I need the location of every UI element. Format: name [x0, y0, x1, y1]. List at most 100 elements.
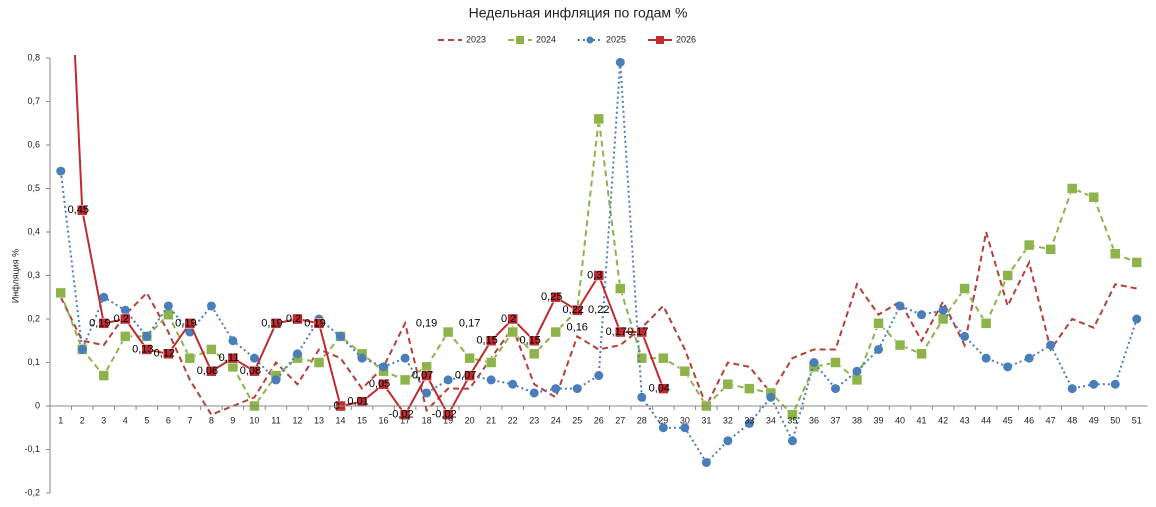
point — [206, 301, 216, 311]
point — [723, 436, 733, 446]
point — [894, 339, 906, 351]
point — [637, 392, 647, 402]
point — [163, 348, 174, 360]
y-tick-label: 0,4 — [27, 226, 40, 236]
x-tick-label: 12 — [292, 415, 302, 425]
x-tick-label: 30 — [680, 415, 690, 425]
data-label: 0,01 — [347, 396, 368, 408]
point — [442, 326, 454, 338]
legend-marker — [586, 36, 594, 44]
data-label: 0,19 — [304, 317, 325, 329]
x-tick-label: 24 — [551, 415, 561, 425]
point — [551, 384, 561, 394]
y-tick-label: -0,2 — [24, 487, 40, 497]
data-label: 0,07 — [412, 369, 433, 381]
x-tick-label: 6 — [166, 415, 171, 425]
x-tick-label: 18 — [422, 415, 432, 425]
point — [895, 301, 905, 311]
data-label: 0,22 — [563, 304, 584, 316]
y-tick-label: 0,2 — [27, 313, 40, 323]
x-tick-label: 13 — [314, 415, 324, 425]
x-tick-label: 27 — [615, 415, 625, 425]
y-tick-label: -0,1 — [24, 444, 40, 454]
point — [1088, 191, 1099, 203]
point — [399, 409, 411, 420]
x-tick-label: 1 — [58, 415, 63, 425]
point — [98, 318, 110, 329]
annotation: 0,22 — [588, 304, 609, 316]
point — [422, 388, 432, 398]
x-tick-label: 7 — [187, 415, 192, 425]
point — [508, 379, 518, 389]
x-tick-label: 33 — [744, 415, 754, 425]
x-tick-label: 47 — [1046, 415, 1056, 425]
point — [615, 326, 626, 338]
point — [571, 305, 583, 316]
x-tick-label: 29 — [658, 415, 668, 425]
x-tick-label: 21 — [486, 415, 496, 425]
x-tick-label: 17 — [400, 415, 410, 425]
data-label: 0,07 — [455, 369, 476, 381]
x-tick-label: 50 — [1110, 415, 1120, 425]
point — [830, 384, 840, 394]
point — [292, 349, 302, 359]
point — [56, 166, 66, 176]
point — [744, 383, 755, 394]
legend-marker — [516, 36, 524, 44]
point — [271, 375, 281, 385]
point — [379, 362, 389, 372]
point — [507, 313, 518, 325]
data-label: 0,19 — [261, 317, 282, 329]
data-label: 0,45 — [68, 204, 89, 216]
y-tick-label: 0,5 — [27, 183, 40, 193]
x-tick-label: 42 — [938, 415, 948, 425]
point — [184, 352, 196, 364]
point — [550, 326, 561, 338]
legend-label: 2025 — [606, 34, 626, 44]
x-tick-label: 45 — [1003, 415, 1013, 425]
x-tick-label: 48 — [1067, 415, 1077, 425]
annotation: 0,19 — [416, 317, 437, 329]
data-label: 0,25 — [541, 291, 562, 303]
x-tick-label: 39 — [874, 415, 884, 425]
x-tick-label: 40 — [895, 415, 905, 425]
x-tick-label: 10 — [249, 415, 259, 425]
data-label: 0,13 — [132, 343, 153, 355]
data-label: 0,08 — [197, 365, 218, 377]
y-axis-label: Инфляция % — [10, 249, 20, 303]
data-label: 0,2 — [286, 313, 301, 325]
x-tick-label: 37 — [830, 415, 840, 425]
point — [120, 305, 130, 315]
y-tick-label: 0 — [35, 400, 40, 410]
point — [960, 331, 970, 341]
point — [1023, 239, 1035, 251]
point — [442, 409, 454, 420]
point — [744, 418, 754, 428]
point — [959, 283, 970, 294]
point — [99, 292, 109, 302]
point — [77, 344, 87, 354]
x-tick-label: 35 — [787, 415, 797, 425]
point — [615, 57, 625, 67]
x-tick-label: 26 — [594, 415, 604, 425]
x-tick-label: 9 — [230, 415, 235, 425]
data-label: 0,15 — [476, 335, 497, 347]
point — [916, 348, 927, 360]
x-tick-label: 11 — [271, 415, 280, 425]
data-label: 0,08 — [240, 365, 261, 377]
x-tick-label: 32 — [723, 415, 733, 425]
x-tick-label: 16 — [379, 415, 389, 425]
legend-label: 2024 — [536, 34, 556, 44]
point — [227, 352, 239, 364]
data-label: 0,17 — [627, 326, 648, 338]
point — [55, 287, 67, 299]
point — [206, 344, 217, 355]
point — [486, 375, 496, 385]
point — [830, 357, 841, 368]
point — [1132, 314, 1142, 324]
point — [313, 357, 325, 368]
series-line — [59, 62, 1138, 465]
point — [1089, 379, 1099, 389]
legend-label: 2026 — [676, 34, 696, 44]
point — [120, 313, 131, 325]
